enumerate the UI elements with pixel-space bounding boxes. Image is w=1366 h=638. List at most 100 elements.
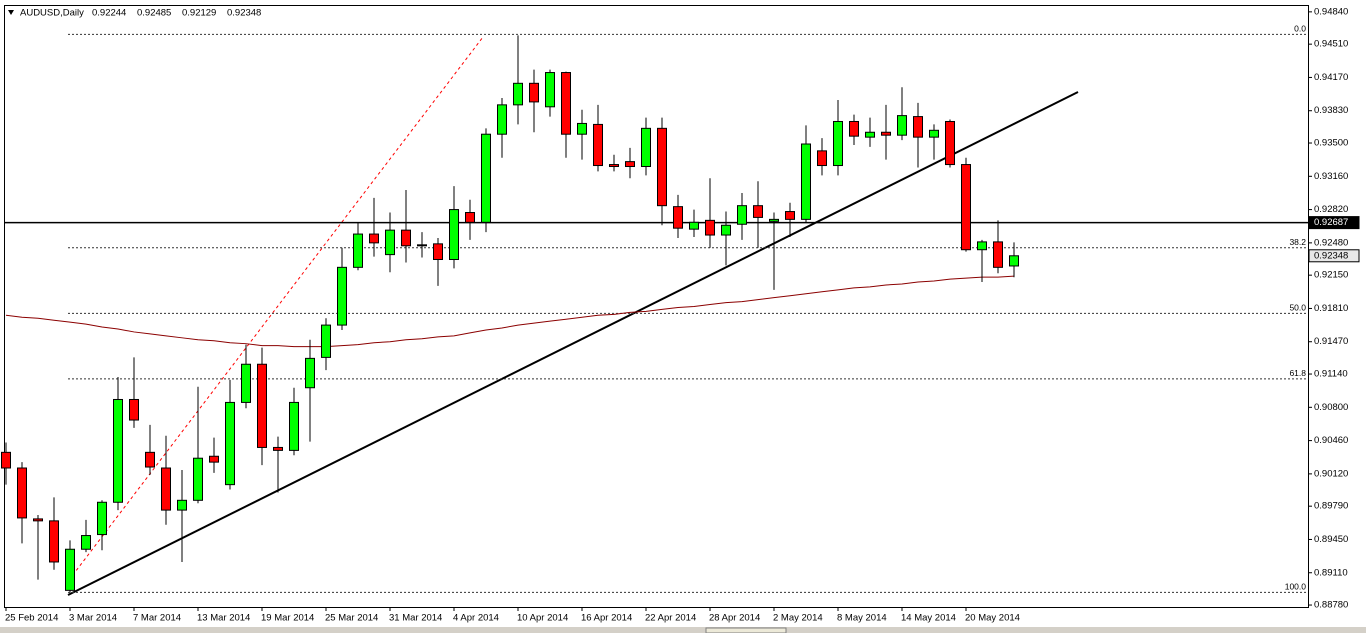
candle-body [545, 72, 555, 108]
candle-body [929, 129, 939, 138]
candle-body [385, 229, 395, 256]
candle-body [193, 457, 203, 501]
candle-body [945, 120, 955, 166]
x-tick-label: 31 Mar 2014 [389, 613, 442, 624]
x-tick-label: 10 Apr 2014 [517, 613, 568, 624]
candle-body [321, 324, 331, 358]
y-tick-label: 0.94840 [1314, 6, 1348, 17]
candle-body [1009, 255, 1019, 267]
x-tick-label: 13 Mar 2014 [197, 613, 250, 624]
x-tick-label: 16 Apr 2014 [581, 613, 632, 624]
x-tick-label: 3 Mar 2014 [69, 613, 117, 624]
candle-body [865, 131, 875, 138]
candle-body [337, 266, 347, 326]
candle-body [993, 241, 1003, 268]
candle-body [289, 401, 299, 451]
y-tick-label: 0.93830 [1314, 105, 1348, 116]
y-tick-label: 0.91470 [1314, 336, 1348, 347]
header-low: 0.92129 [182, 8, 216, 19]
candle-body [529, 82, 539, 103]
y-tick-label: 0.89450 [1314, 534, 1348, 545]
hline-price-box [1308, 216, 1360, 230]
x-tick-label: 25 Feb 2014 [5, 613, 58, 624]
candle-body [465, 212, 475, 223]
candle-body [177, 499, 187, 511]
x-tick-label: 4 Apr 2014 [453, 613, 499, 624]
x-tick-label: 14 May 2014 [901, 613, 956, 624]
candle-body [849, 120, 859, 137]
candle-body [561, 72, 571, 135]
candle-body [305, 357, 315, 389]
trendline [67, 91, 1079, 596]
candle-body [241, 363, 251, 403]
hline-price-label: 0.92687 [1314, 217, 1348, 228]
y-tick-label: 0.91140 [1314, 369, 1348, 380]
y-tick-label: 0.89110 [1314, 567, 1348, 578]
candle-body [593, 123, 603, 167]
candle-body [673, 206, 683, 229]
candle-body [161, 467, 171, 511]
candle-body [625, 161, 635, 168]
x-tick-label: 22 Apr 2014 [645, 613, 696, 624]
candle-body [881, 131, 891, 136]
fib-label: 50.0 [1289, 303, 1306, 313]
candle-body [97, 501, 107, 536]
last-price-label: 0.92348 [1314, 250, 1348, 261]
candle-body [209, 455, 219, 463]
candle-body [49, 520, 59, 563]
y-tick-label: 0.94170 [1314, 72, 1348, 83]
candle-body [81, 535, 91, 550]
y-tick-label: 0.92820 [1314, 204, 1348, 215]
y-tick-label: 0.90460 [1314, 435, 1348, 446]
last-price-box [1308, 249, 1360, 263]
x-tick-label: 7 Mar 2014 [133, 613, 181, 624]
candle-body [705, 219, 715, 236]
candle-body [913, 116, 923, 138]
y-tick-label: 0.91810 [1314, 303, 1348, 314]
header-high: 0.92485 [137, 8, 171, 19]
y-tick-label: 0.92150 [1314, 270, 1348, 281]
candle-body [769, 218, 779, 222]
candle-body [785, 211, 795, 220]
fib-label: 0.0 [1294, 24, 1306, 34]
candle-body [113, 398, 123, 503]
candle-body [129, 398, 139, 421]
candle-body [225, 401, 235, 486]
candle-body [577, 122, 587, 135]
plot-frame [4, 5, 1309, 608]
moving-average [5, 275, 1015, 348]
candle-body [145, 451, 155, 468]
candle-body [497, 104, 507, 135]
y-tick-label: 0.88780 [1314, 600, 1348, 611]
header-open: 0.92244 [92, 8, 126, 19]
y-tick-label: 0.92480 [1314, 237, 1348, 248]
x-tick-label: 19 Mar 2014 [261, 613, 314, 624]
candle-body [401, 229, 411, 247]
y-tick-label: 0.90120 [1314, 468, 1348, 479]
chart-title: AUDUSD,Daily [20, 8, 84, 19]
fib-label: 100.0 [1285, 582, 1307, 592]
candle-body [65, 548, 75, 591]
candle-body [833, 120, 843, 167]
candle-body [353, 233, 363, 268]
candle-body [17, 467, 27, 519]
y-tick-label: 0.90800 [1314, 402, 1348, 413]
candle-body [417, 244, 427, 247]
fib-label: 38.2 [1289, 237, 1306, 247]
candle-body [737, 205, 747, 225]
candle-body [433, 243, 443, 261]
y-tick-label: 0.93160 [1314, 171, 1348, 182]
candle-body [449, 209, 459, 261]
candle-body [609, 164, 619, 168]
candle-body [897, 115, 907, 136]
candle-body [657, 127, 667, 207]
candle-body [369, 233, 379, 244]
candle-body [961, 164, 971, 251]
candle-body [513, 82, 523, 106]
candle-body [273, 446, 283, 451]
x-tick-label: 28 Apr 2014 [709, 613, 760, 624]
candle-body [481, 133, 491, 223]
dropdown-icon [8, 10, 14, 15]
